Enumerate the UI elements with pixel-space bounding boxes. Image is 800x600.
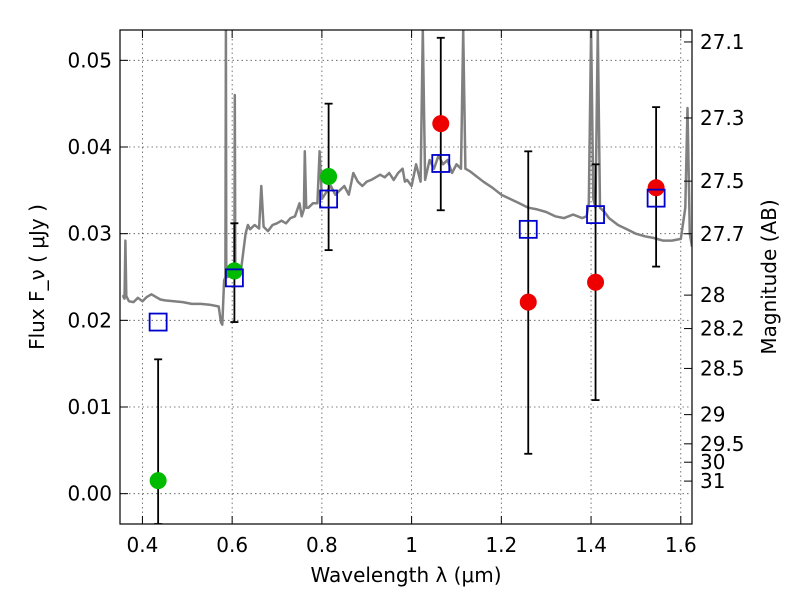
- marker-layer: [148, 115, 666, 490]
- x-tick-label: 0.8: [306, 533, 338, 557]
- magnitude-tick-label: 28.5: [700, 356, 745, 380]
- magnitude-tick-label: 28: [700, 283, 725, 307]
- red-photometry-point: [587, 273, 605, 291]
- model-flux-square: [431, 154, 451, 173]
- y-tick-label: 0.01: [67, 395, 112, 419]
- y-tick-label: 0.05: [67, 48, 112, 72]
- y-tick-label: 0.00: [67, 482, 112, 506]
- red-photometry-point: [519, 293, 537, 311]
- x-tick-label: 1.6: [665, 533, 697, 557]
- magnitude-tick-label: 27.7: [700, 222, 745, 246]
- plot-frame: [119, 29, 693, 525]
- model-flux-square: [586, 205, 605, 225]
- model-flux-square: [319, 189, 339, 209]
- green-photometry-point: [149, 472, 167, 490]
- grid-layer: [120, 30, 692, 524]
- model-spectrum-line: [121, 30, 692, 326]
- x-tick-label: 1.4: [575, 533, 607, 557]
- magnitude-tick-label: 27.3: [700, 106, 745, 130]
- magnitude-tick-label: 29: [700, 403, 725, 427]
- magnitude-tick-label: 27.5: [700, 169, 745, 193]
- model-flux-square: [518, 219, 538, 239]
- magnitude-tick-label: 27.1: [700, 30, 745, 54]
- model-flux-square: [224, 268, 244, 288]
- magnitude-tick-label: 30: [700, 450, 725, 474]
- x-tick-label: 1.2: [485, 533, 517, 557]
- y-tick-label: 0.02: [67, 308, 112, 332]
- red-photometry-point: [432, 115, 450, 133]
- y-tick-label: 0.03: [67, 222, 112, 246]
- model-flux-square: [646, 188, 666, 208]
- green-photometry-point: [225, 262, 243, 280]
- x-tick-label: 0.4: [127, 533, 159, 557]
- spectrum-layer: [121, 30, 692, 326]
- red-photometry-point: [647, 179, 665, 197]
- label-layer: 0.4 0.6 0.8 1 1.2 1.4 1.6 0.00 0.01 0.02 0.03 0.04 0…: [67, 30, 744, 557]
- model-flux-square: [148, 312, 168, 332]
- y-axis-label-left: Flux F_ν ( μJy ): [25, 204, 49, 350]
- x-axis-label: Wavelength λ (μm): [310, 563, 501, 587]
- green-photometry-point: [320, 167, 338, 185]
- y-tick-label: 0.04: [67, 135, 112, 159]
- magnitude-tick-label: 29.5: [700, 432, 745, 456]
- magnitude-tick-label: 28.2: [700, 317, 745, 341]
- tick-layer: [120, 30, 692, 524]
- magnitude-tick-label: 31: [700, 469, 725, 493]
- y-axis-label-right: Magnitude (AB): [757, 199, 781, 354]
- x-tick-label: 0.6: [216, 533, 248, 557]
- x-tick-label: 1: [405, 533, 418, 557]
